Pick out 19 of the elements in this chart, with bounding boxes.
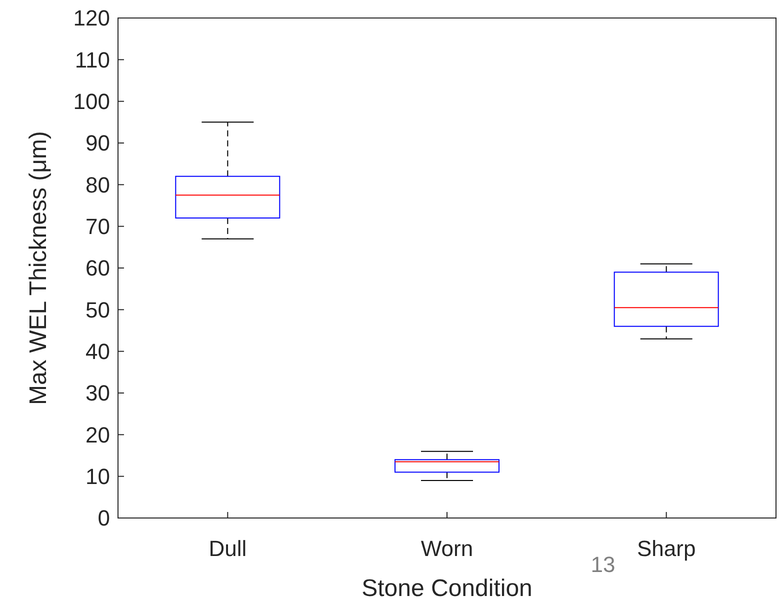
- y-tick-label: 110: [74, 47, 110, 72]
- y-tick-label: 70: [86, 214, 110, 240]
- y-tick-label: 40: [86, 339, 110, 364]
- y-tick-label: 10: [86, 464, 110, 490]
- y-tick-label: 100: [73, 89, 110, 114]
- y-tick-label: 120: [73, 6, 110, 31]
- y-tick-label: 0: [98, 506, 110, 531]
- y-tick-label: 90: [86, 130, 110, 156]
- y-tick-label: 80: [86, 172, 110, 198]
- x-axis-title: Stone Condition: [362, 575, 532, 601]
- x-tick-label: Sharp: [636, 536, 696, 561]
- text: 13: [590, 552, 616, 577]
- y-tick-label: 50: [86, 297, 110, 322]
- y-axis-title: Max WEL Thickness (μm): [25, 131, 52, 405]
- y-tick-label: 30: [86, 380, 110, 406]
- y-tick-label: 20: [86, 422, 110, 448]
- x-tick-label: Dull: [208, 536, 247, 561]
- y-tick-label: 60: [86, 256, 110, 281]
- x-tick-label: Worn: [420, 536, 474, 561]
